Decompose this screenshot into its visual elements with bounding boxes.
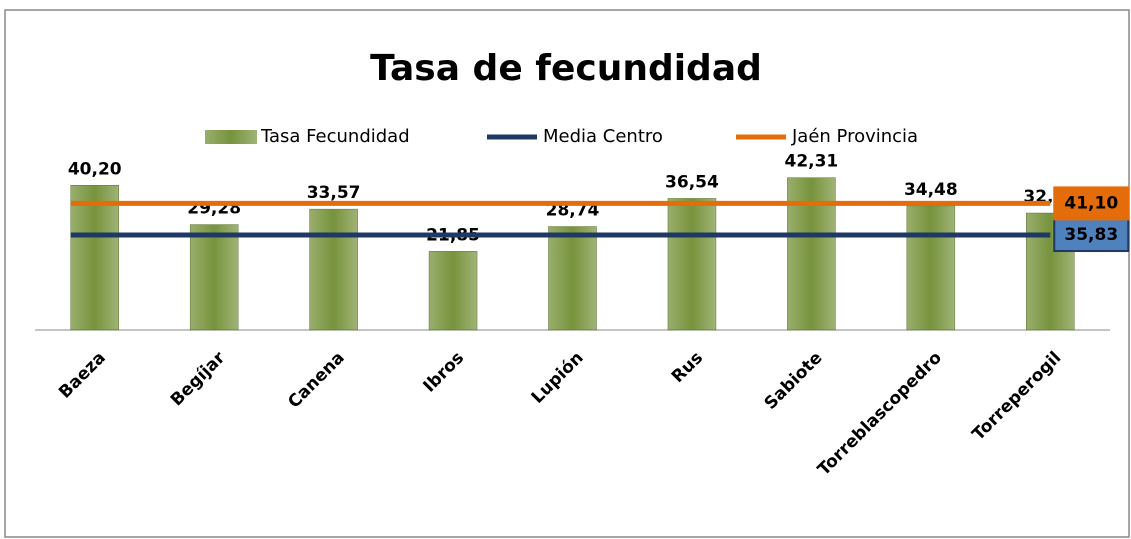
bar [906,205,956,331]
data-label: 42,31 [784,152,838,172]
data-label-box [1053,186,1130,221]
data-label: 33,57 [307,183,361,203]
legend-label: Tasa Fecundidad [260,126,410,147]
legend-swatch [205,130,257,144]
data-label-box [1053,218,1130,253]
legend-label: Jaén Provincia [791,126,918,147]
data-label: 41,10 [1064,193,1118,213]
legend-label: Media Centro [543,126,663,147]
bar [309,208,358,331]
data-label: 40,20 [68,159,122,179]
bar [70,185,119,331]
bar [189,224,239,331]
bar [548,226,597,331]
data-label: 36,54 [665,172,719,192]
chart-title: Tasa de fecundidad [370,48,762,89]
bar [428,251,478,331]
data-label: 35,83 [1064,225,1118,245]
bar [787,177,836,331]
bar [667,198,717,331]
data-label: 34,48 [904,180,958,200]
